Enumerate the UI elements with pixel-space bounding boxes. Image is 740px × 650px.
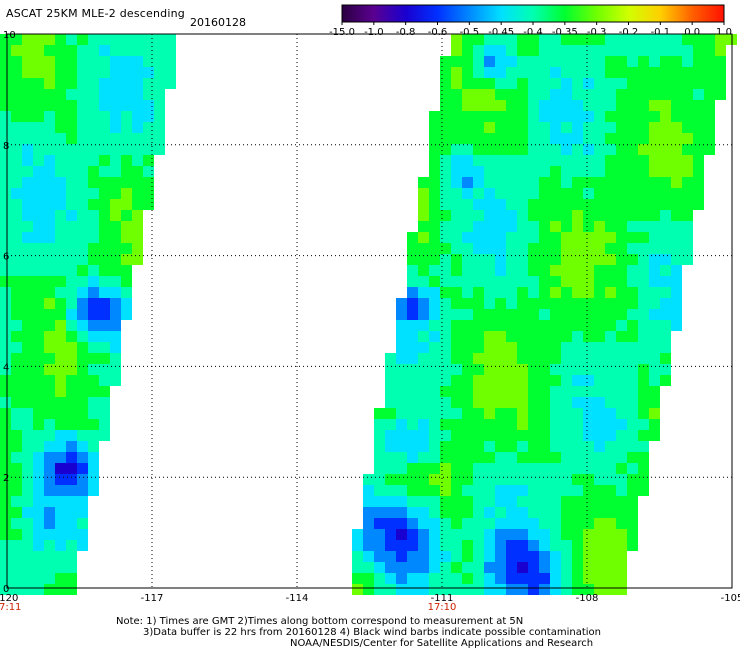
colorbar-label: -15.0 [329, 27, 355, 38]
colorbar-label: -0.35 [552, 27, 578, 38]
colorbar-label: 1.0 [716, 27, 732, 38]
colorbar-label: -0.4 [523, 27, 543, 38]
colorbar-label: -0.5 [460, 27, 480, 38]
time-label: 17:11 [0, 602, 21, 613]
lon-label: -117 [141, 593, 164, 604]
map-date: 20160128 [190, 16, 246, 29]
colorbar: -15.0 -1.0 -0.8 -0.6 -0.5 -0.45 -0.4 -0.35 -0.3 -… [329, 4, 732, 38]
note-line-1: Note: 1) Times are GMT 2)Times along bot… [116, 616, 524, 627]
lon-label: -108 [576, 593, 599, 604]
lon-label: -120 [0, 593, 18, 604]
lon-label: -114 [286, 593, 309, 604]
colorbar-label: -0.2 [619, 27, 639, 38]
lat-label: 10 [3, 30, 16, 41]
colorbar-label: 0.0 [684, 27, 700, 38]
swath-map: -120 -117 -114 -111 -108 -105 0 2 4 6 8 10 17:11 17:1… [0, 30, 740, 613]
graticule [7, 34, 732, 588]
lat-label: 6 [3, 252, 9, 263]
wind-cells [0, 34, 737, 595]
colorbar-label: -0.8 [396, 27, 416, 38]
colorbar-label: -1.0 [364, 27, 384, 38]
lat-label: 8 [3, 141, 9, 152]
note-line-3: NOAA/NESDIS/Center for Satellite Applica… [290, 638, 594, 649]
lat-label: 2 [3, 473, 9, 484]
time-label: 17:10 [428, 602, 457, 613]
colorbar-label: -0.6 [428, 27, 448, 38]
colorbar-label: -0.1 [651, 27, 671, 38]
map-frame [6, 33, 733, 589]
colorbar-label: -0.45 [488, 27, 514, 38]
lon-label: -111 [431, 593, 454, 604]
lat-label: 4 [3, 362, 9, 373]
colorbar-label: -0.3 [587, 27, 607, 38]
lat-label: 0 [3, 584, 9, 595]
lon-label: -105 [721, 593, 740, 604]
note-line-2: 3)Data buffer is 22 hrs from 20160128 4)… [143, 627, 601, 638]
map-title: ASCAT 25KM MLE-2 descending [6, 7, 185, 20]
